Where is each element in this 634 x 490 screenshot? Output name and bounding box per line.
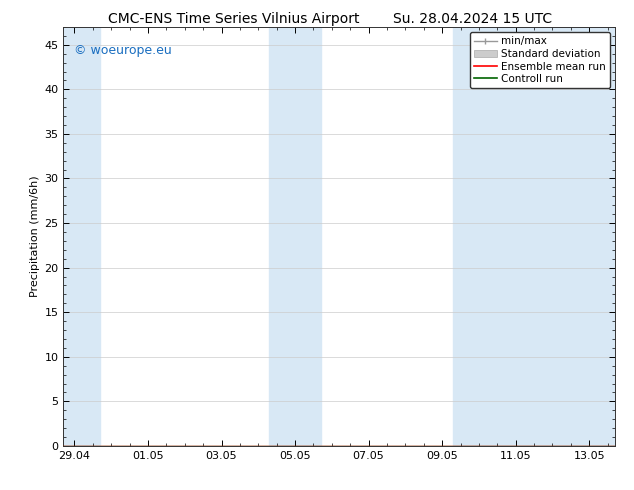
- Legend: min/max, Standard deviation, Ensemble mean run, Controll run: min/max, Standard deviation, Ensemble me…: [470, 32, 610, 88]
- Bar: [63, 27, 100, 446]
- Bar: [269, 27, 321, 446]
- Y-axis label: Precipitation (mm/6h): Precipitation (mm/6h): [30, 175, 40, 297]
- Text: CMC-ENS Time Series Vilnius Airport: CMC-ENS Time Series Vilnius Airport: [108, 12, 359, 26]
- Text: © woeurope.eu: © woeurope.eu: [74, 44, 172, 57]
- Bar: [453, 27, 615, 446]
- Text: Su. 28.04.2024 15 UTC: Su. 28.04.2024 15 UTC: [393, 12, 552, 26]
